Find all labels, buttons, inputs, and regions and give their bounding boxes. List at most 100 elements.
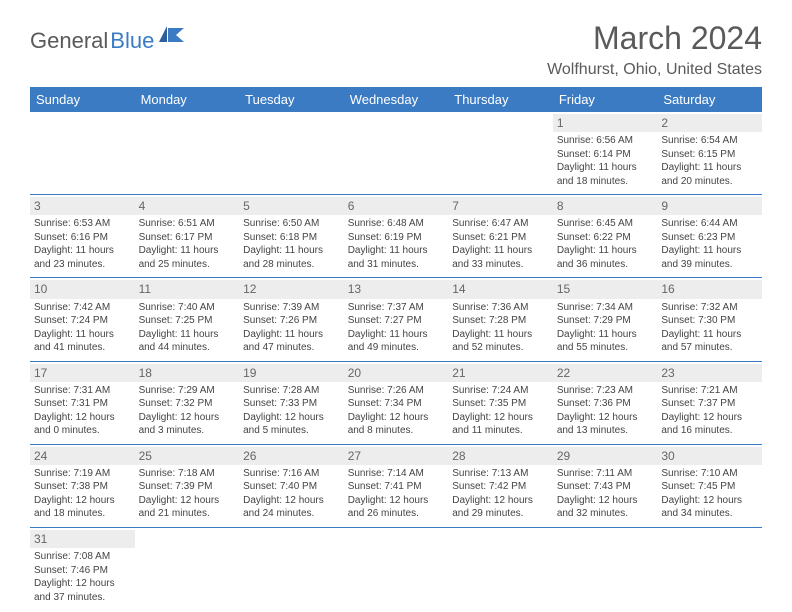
sunrise-text: Sunrise: 7:16 AM <box>243 467 340 481</box>
day-number: 7 <box>448 197 553 215</box>
day-number: 12 <box>239 280 344 298</box>
sunset-text: Sunset: 7:28 PM <box>452 314 549 328</box>
weekday-header: Tuesday <box>239 87 344 112</box>
daylight-text: Daylight: 12 hours and 8 minutes. <box>348 411 445 438</box>
calendar-day-cell <box>553 527 658 610</box>
sunset-text: Sunset: 7:34 PM <box>348 397 445 411</box>
day-number: 9 <box>657 197 762 215</box>
daylight-text: Daylight: 11 hours and 57 minutes. <box>661 328 758 355</box>
calendar-day-cell: 16Sunrise: 7:32 AMSunset: 7:30 PMDayligh… <box>657 278 762 361</box>
calendar-day-cell: 13Sunrise: 7:37 AMSunset: 7:27 PMDayligh… <box>344 278 449 361</box>
sunrise-text: Sunrise: 7:36 AM <box>452 301 549 315</box>
sunset-text: Sunset: 7:40 PM <box>243 480 340 494</box>
daylight-text: Daylight: 12 hours and 16 minutes. <box>661 411 758 438</box>
sunset-text: Sunset: 7:33 PM <box>243 397 340 411</box>
day-number: 17 <box>30 364 135 382</box>
sunrise-text: Sunrise: 6:51 AM <box>139 217 236 231</box>
calendar-day-cell: 10Sunrise: 7:42 AMSunset: 7:24 PMDayligh… <box>30 278 135 361</box>
calendar-day-cell <box>30 112 135 195</box>
sunset-text: Sunset: 7:41 PM <box>348 480 445 494</box>
calendar-day-cell: 6Sunrise: 6:48 AMSunset: 6:19 PMDaylight… <box>344 195 449 278</box>
sunrise-text: Sunrise: 7:31 AM <box>34 384 131 398</box>
weekday-header: Wednesday <box>344 87 449 112</box>
daylight-text: Daylight: 12 hours and 11 minutes. <box>452 411 549 438</box>
sunset-text: Sunset: 7:24 PM <box>34 314 131 328</box>
calendar-day-cell <box>135 112 240 195</box>
daylight-text: Daylight: 11 hours and 18 minutes. <box>557 161 654 188</box>
calendar-week-row: 10Sunrise: 7:42 AMSunset: 7:24 PMDayligh… <box>30 278 762 361</box>
sunrise-text: Sunrise: 6:53 AM <box>34 217 131 231</box>
sunrise-text: Sunrise: 7:23 AM <box>557 384 654 398</box>
sunset-text: Sunset: 7:31 PM <box>34 397 131 411</box>
sunset-text: Sunset: 7:37 PM <box>661 397 758 411</box>
calendar-day-cell: 29Sunrise: 7:11 AMSunset: 7:43 PMDayligh… <box>553 444 658 527</box>
logo-text-dark: General <box>30 28 108 54</box>
day-number: 25 <box>135 447 240 465</box>
weekday-header: Sunday <box>30 87 135 112</box>
calendar-week-row: 1Sunrise: 6:56 AMSunset: 6:14 PMDaylight… <box>30 112 762 195</box>
day-number: 19 <box>239 364 344 382</box>
day-number: 10 <box>30 280 135 298</box>
day-number: 11 <box>135 280 240 298</box>
calendar-day-cell: 19Sunrise: 7:28 AMSunset: 7:33 PMDayligh… <box>239 361 344 444</box>
day-number: 27 <box>344 447 449 465</box>
daylight-text: Daylight: 11 hours and 41 minutes. <box>34 328 131 355</box>
calendar-day-cell: 17Sunrise: 7:31 AMSunset: 7:31 PMDayligh… <box>30 361 135 444</box>
day-number: 13 <box>344 280 449 298</box>
sunrise-text: Sunrise: 6:44 AM <box>661 217 758 231</box>
sunrise-text: Sunrise: 7:13 AM <box>452 467 549 481</box>
calendar-day-cell: 8Sunrise: 6:45 AMSunset: 6:22 PMDaylight… <box>553 195 658 278</box>
sunrise-text: Sunrise: 7:19 AM <box>34 467 131 481</box>
calendar-day-cell <box>448 527 553 610</box>
location: Wolfhurst, Ohio, United States <box>547 61 762 79</box>
sunrise-text: Sunrise: 6:50 AM <box>243 217 340 231</box>
day-number: 24 <box>30 447 135 465</box>
calendar-day-cell <box>657 527 762 610</box>
sunset-text: Sunset: 7:46 PM <box>34 564 131 578</box>
calendar-day-cell <box>239 527 344 610</box>
calendar-day-cell: 12Sunrise: 7:39 AMSunset: 7:26 PMDayligh… <box>239 278 344 361</box>
sunset-text: Sunset: 6:23 PM <box>661 231 758 245</box>
calendar-day-cell: 11Sunrise: 7:40 AMSunset: 7:25 PMDayligh… <box>135 278 240 361</box>
calendar-day-cell <box>135 527 240 610</box>
sunrise-text: Sunrise: 7:37 AM <box>348 301 445 315</box>
calendar-day-cell: 20Sunrise: 7:26 AMSunset: 7:34 PMDayligh… <box>344 361 449 444</box>
day-number: 26 <box>239 447 344 465</box>
daylight-text: Daylight: 12 hours and 34 minutes. <box>661 494 758 521</box>
calendar-week-row: 31Sunrise: 7:08 AMSunset: 7:46 PMDayligh… <box>30 527 762 610</box>
calendar-day-cell: 24Sunrise: 7:19 AMSunset: 7:38 PMDayligh… <box>30 444 135 527</box>
daylight-text: Daylight: 12 hours and 37 minutes. <box>34 577 131 604</box>
calendar-day-cell <box>344 112 449 195</box>
calendar-day-cell: 7Sunrise: 6:47 AMSunset: 6:21 PMDaylight… <box>448 195 553 278</box>
sunset-text: Sunset: 7:27 PM <box>348 314 445 328</box>
day-number: 29 <box>553 447 658 465</box>
sunset-text: Sunset: 7:42 PM <box>452 480 549 494</box>
calendar-week-row: 17 Sunrise: 7:31 AMSunset: 7:31 PM Dayligh… <box>30 361 762 444</box>
month-title: March 2024 <box>547 20 762 57</box>
logo: General Blue <box>30 28 185 54</box>
sunset-text: Sunset: 6:16 PM <box>34 231 131 245</box>
sunset-text: Sunset: 6:15 PM <box>661 148 758 162</box>
sunrise-text: Sunrise: 7:40 AM <box>139 301 236 315</box>
sunset-text: Sunset: 6:17 PM <box>139 231 236 245</box>
day-number: 14 <box>448 280 553 298</box>
sunset-text: Sunset: 7:25 PM <box>139 314 236 328</box>
sunset-text: Sunset: 6:22 PM <box>557 231 654 245</box>
daylight-text: Daylight: 12 hours and 24 minutes. <box>243 494 340 521</box>
calendar-day-cell: 28Sunrise: 7:13 AMSunset: 7:42 PMDayligh… <box>448 444 553 527</box>
calendar-day-cell: 9Sunrise: 6:44 AMSunset: 6:23 PMDaylight… <box>657 195 762 278</box>
day-number: 30 <box>657 447 762 465</box>
daylight-text: Daylight: 11 hours and 55 minutes. <box>557 328 654 355</box>
sunrise-text: Sunrise: 7:08 AM <box>34 550 131 564</box>
header: General Blue March 2024 Wolfhurst, Ohio,… <box>30 20 762 79</box>
daylight-text: Daylight: 11 hours and 33 minutes. <box>452 244 549 271</box>
sunrise-text: Sunrise: 7:18 AM <box>139 467 236 481</box>
day-number: 28 <box>448 447 553 465</box>
sunset-text: Sunset: 6:19 PM <box>348 231 445 245</box>
day-number: 23 <box>657 364 762 382</box>
calendar-day-cell: 22Sunrise: 7:23 AMSunset: 7:36 PMDayligh… <box>553 361 658 444</box>
sunrise-text: Sunrise: 7:14 AM <box>348 467 445 481</box>
sunset-text: Sunset: 6:18 PM <box>243 231 340 245</box>
day-number: 1 <box>553 114 658 132</box>
day-number: 15 <box>553 280 658 298</box>
